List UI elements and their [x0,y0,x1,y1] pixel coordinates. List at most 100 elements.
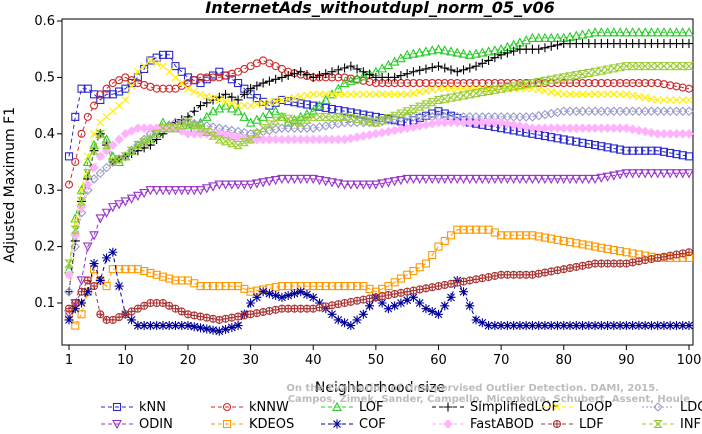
data-point [565,106,575,117]
data-point [264,289,274,299]
data-point [278,96,286,104]
data-point [408,67,418,77]
data-point [452,117,463,128]
data-point [609,321,619,331]
data-point [389,177,400,187]
data-point [615,321,625,331]
data-point [64,304,74,313]
data-point [478,225,487,234]
data-point [83,112,92,121]
data-point [264,134,275,145]
data-point [472,78,481,88]
data-point [64,259,74,268]
data-point [678,249,687,258]
data-point [264,177,275,187]
data-point [540,43,550,53]
data-point [184,84,192,93]
data-point [583,28,594,38]
data-point [403,90,412,99]
data-point [447,84,455,93]
plot-frame [61,18,694,346]
data-point [647,146,656,155]
data-point [320,134,331,145]
data-point [621,62,632,71]
data-point [270,116,281,125]
data-point [477,88,488,97]
x-tick-label: 10 [117,353,134,368]
data-point [652,27,663,37]
data-point [271,290,281,300]
data-point [627,124,638,135]
data-point [265,306,274,315]
data-point [95,214,106,224]
data-point [227,99,236,108]
series-line [68,172,689,315]
data-point [302,134,312,145]
data-point [602,172,613,182]
data-point [446,279,456,288]
data-point [365,301,375,311]
data-point [453,225,462,234]
legend-item: COF [321,417,386,432]
data-point [90,129,98,138]
data-point [89,231,99,241]
legend-label: SimplifiedLOF [470,400,559,415]
data-point [527,78,538,88]
data-point [635,92,643,101]
data-point [597,142,606,151]
data-point [521,122,531,132]
data-point [396,109,406,118]
data-point [627,27,638,37]
data-point [647,94,656,103]
data-point [277,95,286,105]
data-point [415,65,425,75]
data-point [665,106,675,117]
data-point [634,106,644,117]
data-point [471,61,481,71]
legend-label: FastABOD [470,417,534,432]
data-point [685,96,693,104]
data-point [308,72,318,82]
data-point [553,134,562,143]
data-point [295,123,306,133]
data-point [221,89,231,99]
data-point [465,225,474,234]
data-point [453,278,462,287]
data-point [89,174,99,184]
data-point [665,129,675,139]
data-point [327,134,337,145]
data-point [196,101,206,111]
data-point [327,282,337,291]
data-point [227,313,236,322]
data-point [214,135,225,144]
x-axis: 1 10 20 30 40 50 60 70 80 90 100 [65,345,701,368]
data-point [627,169,638,179]
data-point [464,49,475,59]
data-point [665,321,675,331]
data-point [509,46,519,56]
data-point [577,106,588,117]
data-point [101,162,112,173]
data-point [234,312,243,321]
data-point [515,112,525,122]
data-point [77,298,87,308]
data-point [609,78,618,88]
data-point [320,177,331,187]
data-point [70,213,81,223]
y-axis: 0.1 0.2 0.3 0.4 0.5 0.6 [34,14,62,311]
data-point [83,84,92,93]
data-point [82,156,93,167]
data-point [315,90,324,99]
data-point [145,129,156,139]
data-point [584,260,593,269]
data-point [284,282,293,291]
series-line [68,31,689,270]
data-point [647,78,656,88]
data-point [646,62,657,71]
data-point [296,287,306,297]
legend-label: COF [359,417,386,432]
data-point [259,99,268,108]
data-point [95,275,105,285]
data-point [597,78,606,88]
legend-item: LOF [321,400,384,415]
